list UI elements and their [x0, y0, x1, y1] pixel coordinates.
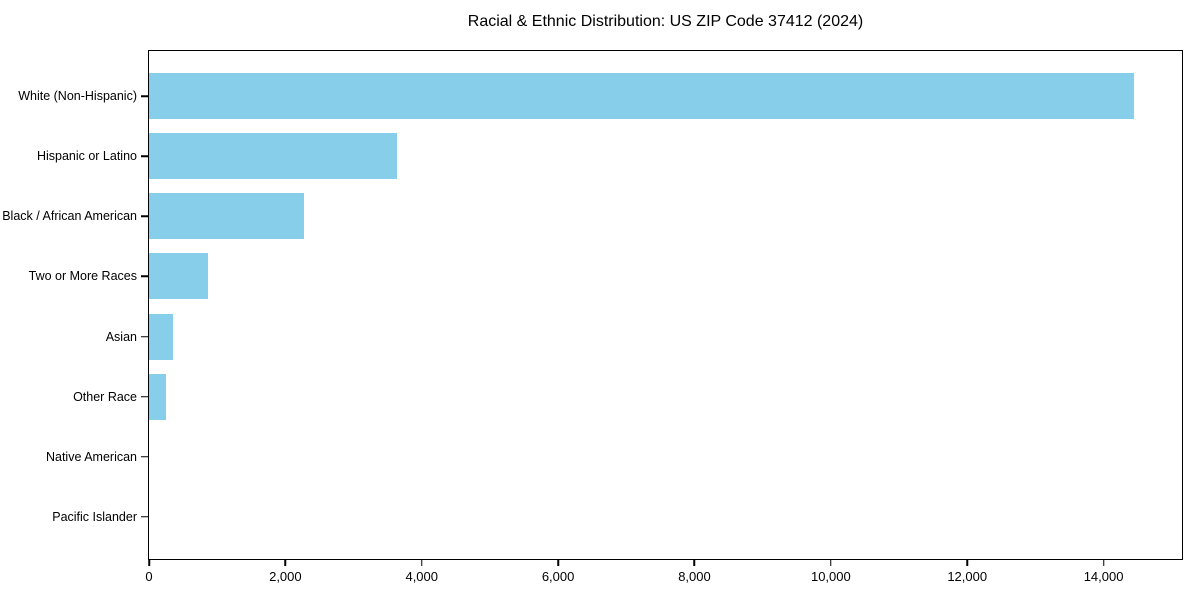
bar-black-african-american — [149, 193, 305, 240]
x-axis-tick — [1102, 559, 1105, 566]
x-axis: 0 2,000 4,000 6,000 8,000 10,000 12,000 14,000 — [145, 559, 1182, 599]
y-axis-tick — [141, 516, 148, 518]
bar-white-non-hispanic — [149, 73, 1135, 120]
x-axis-tick-label: 10,000 — [810, 569, 851, 584]
x-axis-tick-label: 4,000 — [405, 569, 439, 584]
x-axis-tick-label: 8,000 — [678, 569, 711, 584]
bar-hispanic-or-latino — [149, 133, 398, 180]
x-axis-tick-label: 6,000 — [541, 569, 575, 584]
x-axis-tick — [420, 559, 423, 566]
y-axis-tick — [141, 456, 148, 458]
x-axis-tick — [284, 559, 287, 566]
y-axis-label: Native American — [45, 449, 137, 464]
y-axis-label: Hispanic or Latino — [36, 149, 137, 164]
y-axis-tick — [141, 395, 148, 398]
x-axis-tick-label: 0 — [145, 569, 153, 584]
y-axis-label: Black / African American — [2, 209, 137, 224]
y-axis-tick — [141, 275, 148, 278]
x-axis-tick-label: 2,000 — [269, 569, 302, 584]
x-axis-tick — [693, 559, 696, 566]
bar-row-native-american: Native American — [46, 427, 1182, 487]
chart-title: Racial & Ethnic Distribution: US ZIP Cod… — [467, 13, 864, 30]
bar-row-pacific-islander: Pacific Islander — [52, 487, 1182, 547]
bars-container: White (Non-Hispanic) Hispanic or Latino Bl… — [2, 51, 1182, 559]
bar-row-asian: Asian — [106, 307, 1182, 367]
bar-row-hispanic-or-latino: Hispanic or Latino — [37, 126, 1182, 186]
y-axis-label: Two or More Races — [28, 269, 137, 284]
y-axis-tick — [141, 95, 148, 97]
bar-asian — [149, 313, 173, 360]
bar-row-white-non-hispanic: White (Non-Hispanic) — [18, 66, 1182, 126]
x-axis-tick-label: 14,000 — [1083, 569, 1124, 584]
bar-row-two-or-more-races: Two or More Races — [29, 246, 1182, 306]
y-axis-tick — [141, 155, 148, 157]
y-axis-label: Other Race — [73, 389, 137, 404]
y-axis-label: Asian — [105, 329, 137, 344]
y-axis-tick — [141, 215, 148, 218]
bar-row-black-african-american: Black / African American — [2, 186, 1182, 246]
y-axis-label: White (Non-Hispanic) — [18, 89, 137, 104]
y-axis-tick — [141, 335, 148, 338]
bar-row-other-race: Other Race — [73, 367, 1182, 427]
x-axis-tick-label: 12,000 — [947, 569, 988, 584]
bar-two-or-more-races — [149, 253, 208, 300]
y-axis-label: Pacific Islander — [52, 509, 137, 524]
plot-area: White (Non-Hispanic) Hispanic or Latino Bl… — [2, 50, 1183, 584]
x-axis-tick — [966, 559, 968, 566]
x-axis-tick — [557, 559, 559, 566]
x-axis-tick — [148, 559, 150, 566]
bar-other-race — [149, 373, 167, 420]
x-axis-tick — [830, 559, 832, 566]
